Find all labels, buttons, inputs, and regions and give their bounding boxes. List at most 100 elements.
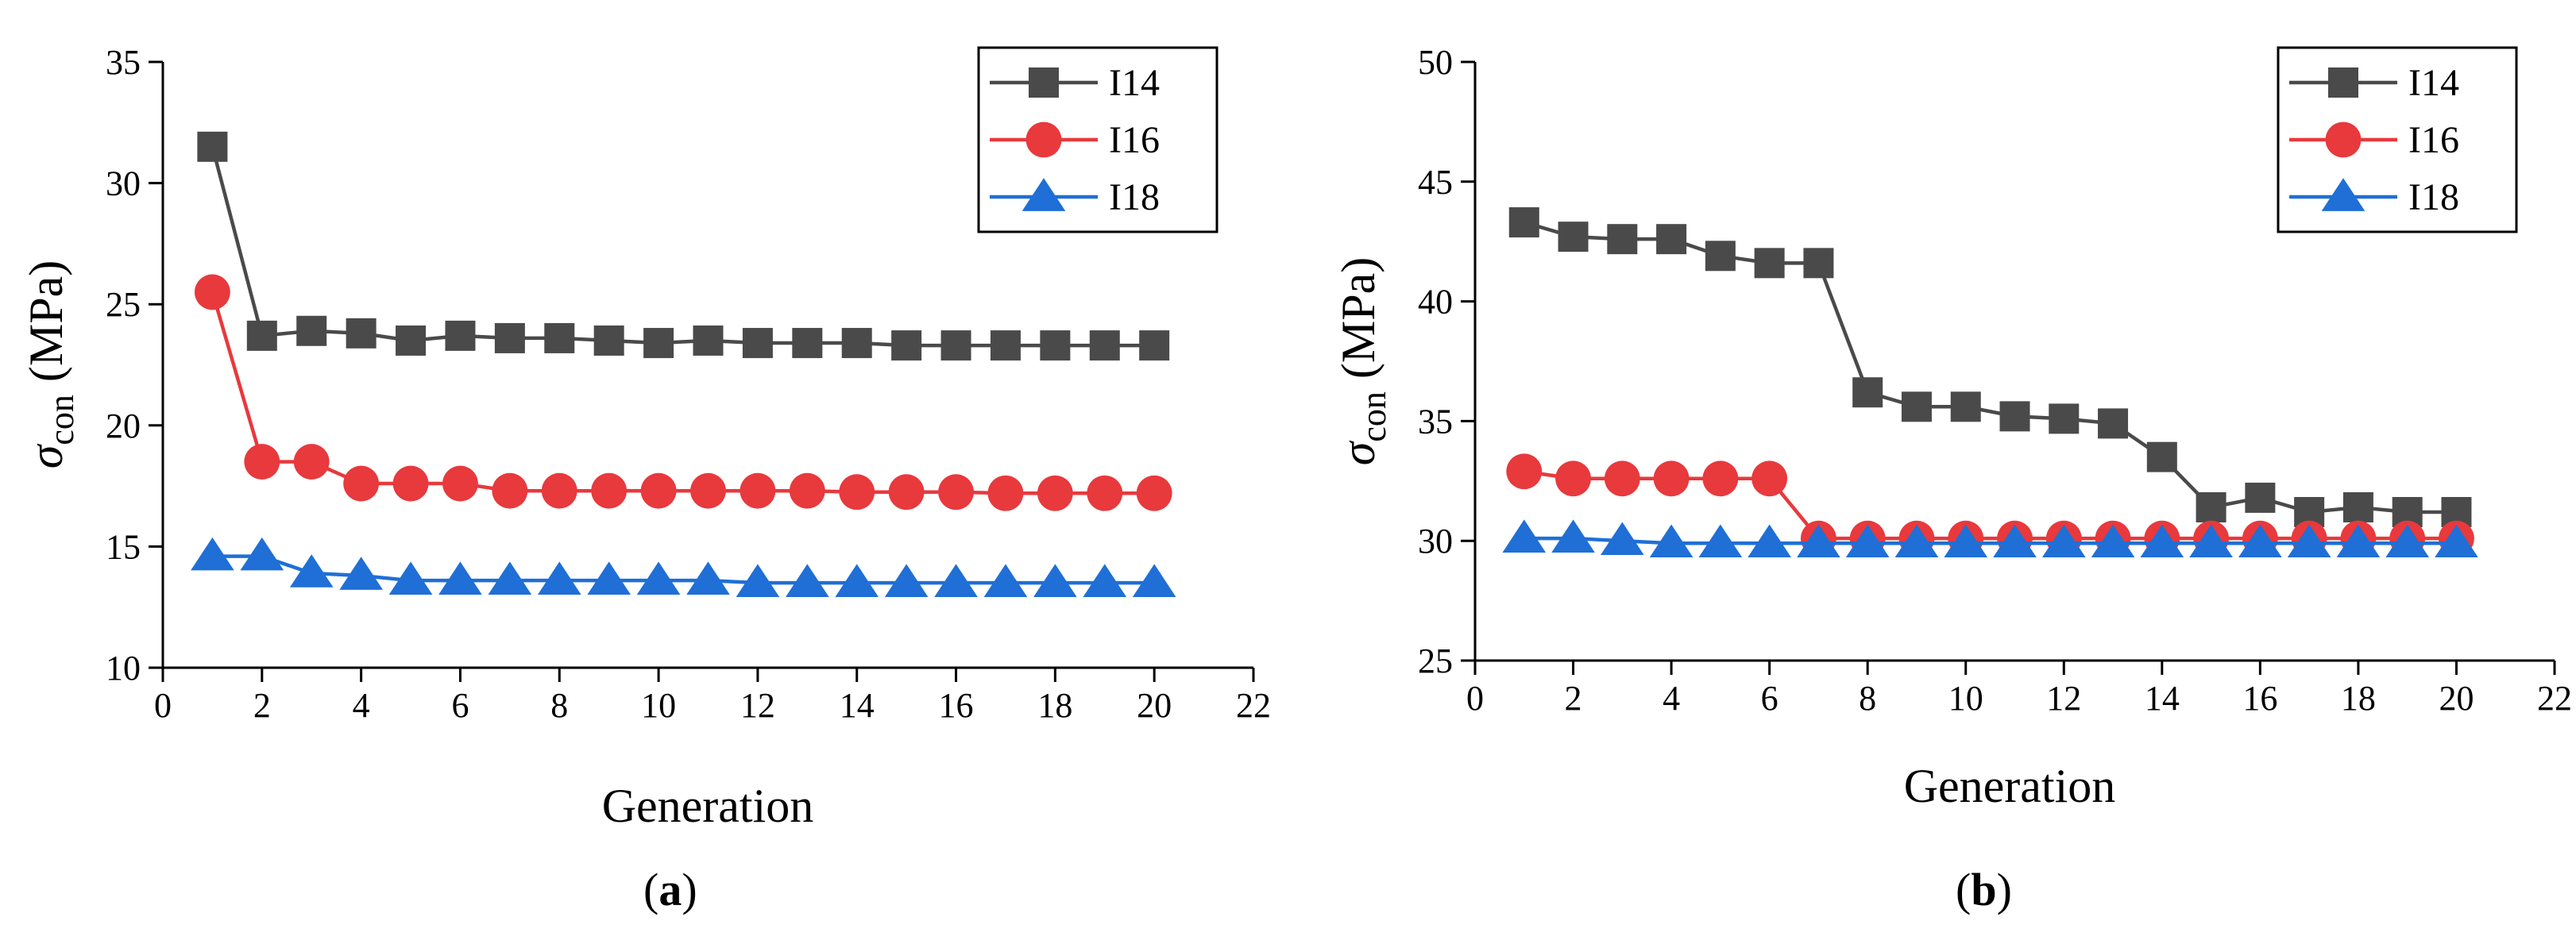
series-I18 (1502, 519, 2478, 558)
data-point (835, 564, 879, 597)
data-point (1132, 564, 1176, 597)
data-point (438, 561, 482, 595)
x-tick-label: 22 (1236, 686, 1271, 725)
data-point (1087, 475, 1123, 511)
legend-item: I18 (990, 176, 1160, 218)
legend-b: I14 I16 I18 (2277, 46, 2518, 233)
data-point (938, 474, 974, 511)
data-point (640, 472, 677, 509)
data-point (1139, 330, 1170, 361)
data-point (1136, 475, 1172, 511)
x-tick-label: 20 (2439, 679, 2474, 718)
data-point (1751, 460, 1788, 497)
series-I14 (197, 131, 1170, 361)
series-layer-a (191, 131, 1176, 597)
legend-label: I18 (1109, 176, 1160, 218)
data-point (690, 472, 726, 509)
data-point (990, 330, 1021, 361)
x-tick-label: 6 (451, 686, 469, 725)
data-point (1649, 524, 1694, 558)
data-point (1037, 475, 1073, 511)
data-point (296, 315, 327, 346)
data-point (289, 554, 334, 588)
data-point (191, 537, 234, 571)
y-tick-label: 10 (106, 649, 141, 688)
legend-marker (2325, 121, 2362, 158)
data-point (2342, 491, 2373, 522)
data-point (544, 322, 575, 353)
legend-marker (1029, 67, 1059, 98)
data-point (2091, 524, 2135, 558)
data-point (2098, 408, 2129, 439)
x-tick-label: 10 (641, 686, 676, 725)
x-tick-label: 8 (1859, 679, 1876, 718)
data-point (2189, 524, 2233, 558)
data-point (1944, 524, 1988, 558)
y-tick-label: 30 (106, 164, 141, 203)
data-point (537, 561, 581, 595)
data-point (2245, 482, 2276, 513)
legend-marker (1025, 121, 1062, 158)
legend-item: I16 (2289, 119, 2459, 161)
data-point (884, 564, 929, 597)
legend-a: I14 I16 I18 (977, 46, 1218, 233)
data-point (541, 472, 577, 509)
data-point (1845, 524, 1890, 558)
y-tick-label: 50 (1418, 43, 1453, 82)
data-point (693, 325, 724, 356)
data-point (246, 320, 277, 351)
x-tick-label: 0 (154, 686, 172, 725)
x-tick-label: 4 (1663, 679, 1680, 718)
y-tick-label: 40 (1418, 283, 1453, 322)
data-point (1502, 519, 1547, 553)
x-tick-label: 12 (740, 686, 775, 725)
legend-item: I14 (2289, 62, 2459, 104)
x-tick-label: 20 (1137, 686, 1172, 725)
data-point (1894, 524, 1939, 558)
data-point (1852, 377, 1883, 408)
y-axis-title: σcon(MPa) (20, 260, 81, 468)
data-point (1656, 224, 1687, 255)
data-point (940, 330, 971, 361)
data-point (2146, 441, 2177, 472)
data-point (2041, 524, 2086, 558)
data-point (492, 472, 528, 509)
legend-label: I16 (2408, 119, 2459, 161)
y-tick-label: 35 (1418, 402, 1453, 441)
data-point (983, 564, 1028, 597)
data-point (343, 465, 380, 502)
y-ticks-a: 10 15 20 25 30 35 (106, 43, 163, 688)
series-I14 (1508, 207, 2472, 528)
data-point (1601, 522, 1644, 556)
data-point (934, 564, 978, 597)
data-point (1083, 564, 1127, 597)
data-point (1551, 519, 1595, 553)
x-axis-title: Generation (1904, 760, 2116, 812)
data-point (987, 475, 1024, 511)
data-point (1748, 524, 1791, 558)
legend-label: I18 (2408, 176, 2459, 218)
data-point (388, 561, 433, 595)
data-point (1803, 248, 1834, 279)
x-axis-title: Generation (602, 780, 814, 832)
data-point (1040, 330, 1071, 361)
data-point (2140, 524, 2184, 558)
data-point (742, 328, 773, 359)
legend-marker (1022, 178, 1066, 211)
axes-b (1473, 62, 2555, 662)
data-point (2287, 524, 2331, 558)
data-point (2435, 524, 2478, 558)
y-tick-label: 30 (1418, 522, 1453, 561)
series-I16 (194, 274, 1172, 511)
data-point (445, 320, 476, 351)
data-point (686, 561, 730, 595)
data-point (2238, 524, 2282, 558)
data-point (396, 325, 427, 356)
data-point (1993, 524, 2037, 558)
data-point (240, 537, 284, 571)
x-tick-label: 16 (2242, 679, 2277, 718)
series-I18 (191, 537, 1176, 597)
y-axis-title: σcon(MPa) (1332, 257, 1393, 465)
